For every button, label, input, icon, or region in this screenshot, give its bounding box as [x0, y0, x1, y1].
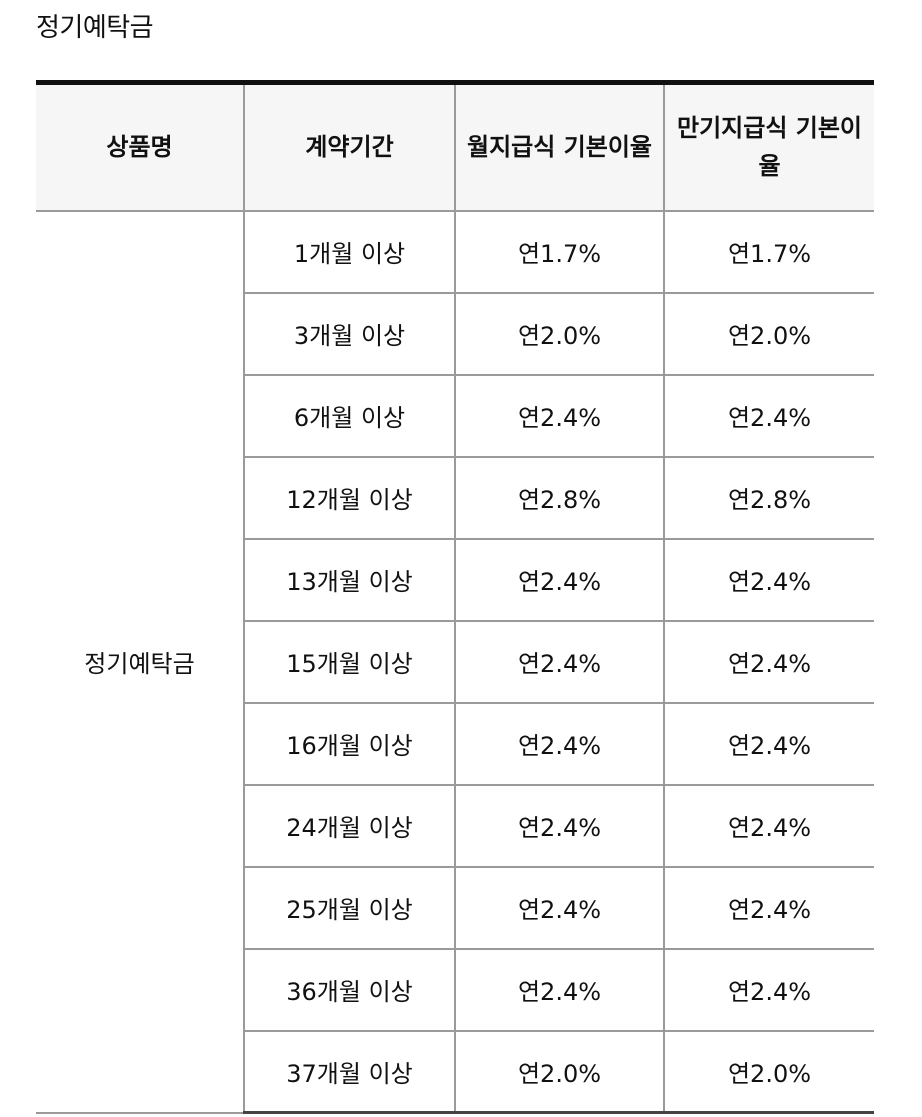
term-cell: 15개월 이상	[243, 620, 455, 704]
maturity-rate-cell: 연2.0%	[663, 292, 874, 376]
monthly-rate-cell: 연2.4%	[454, 948, 664, 1032]
header-term: 계약기간	[243, 80, 455, 212]
product-name-cell: 정기예탁금	[36, 210, 244, 1114]
maturity-rate-cell: 연2.8%	[663, 456, 874, 540]
table-row: 37개월 이상 연2.0% 연2.0%	[36, 1030, 874, 1114]
table-row: 3개월 이상 연2.0% 연2.0%	[36, 292, 874, 376]
table-row: 16개월 이상 연2.4% 연2.4%	[36, 702, 874, 786]
table-body: 정기예탁금 1개월 이상 연1.7% 연1.7% 3개월 이상 연2.0% 연2.0% 6개월…	[36, 210, 874, 1114]
monthly-rate-cell: 연2.0%	[454, 1030, 664, 1114]
term-cell: 37개월 이상	[243, 1030, 455, 1114]
table-row: 36개월 이상 연2.4% 연2.4%	[36, 948, 874, 1032]
header-monthly-rate-label: 월지급식 기본이율	[467, 133, 652, 162]
header-maturity-rate-label: 만기지급식 기본이율	[677, 114, 862, 181]
header-maturity-rate: 만기지급식 기본이율	[663, 80, 874, 212]
maturity-rate-cell: 연2.4%	[663, 702, 874, 786]
term-cell: 12개월 이상	[243, 456, 455, 540]
monthly-rate-cell: 연2.4%	[454, 374, 664, 458]
page-title: 정기예탁금	[36, 13, 154, 43]
table-row: 6개월 이상 연2.4% 연2.4%	[36, 374, 874, 458]
maturity-rate-cell: 연2.4%	[663, 538, 874, 622]
monthly-rate-cell: 연2.4%	[454, 866, 664, 950]
monthly-rate-cell: 연1.7%	[454, 210, 664, 294]
maturity-rate-cell: 연2.4%	[663, 784, 874, 868]
monthly-rate-cell: 연2.8%	[454, 456, 664, 540]
maturity-rate-cell: 연2.4%	[663, 374, 874, 458]
table-row: 15개월 이상 연2.4% 연2.4%	[36, 620, 874, 704]
term-cell: 13개월 이상	[243, 538, 455, 622]
maturity-rate-cell: 연2.4%	[663, 866, 874, 950]
monthly-rate-cell: 연2.4%	[454, 702, 664, 786]
table-row: 25개월 이상 연2.4% 연2.4%	[36, 866, 874, 950]
header-term-label: 계약기간	[305, 133, 394, 162]
term-cell: 24개월 이상	[243, 784, 455, 868]
term-cell: 25개월 이상	[243, 866, 455, 950]
term-cell: 36개월 이상	[243, 948, 455, 1032]
header-row: 상품명 계약기간 월지급식 기본이율 만기지급식 기본이율	[36, 80, 874, 212]
term-cell: 6개월 이상	[243, 374, 455, 458]
monthly-rate-cell: 연2.4%	[454, 784, 664, 868]
header-product-name: 상품명	[36, 80, 244, 212]
monthly-rate-cell: 연2.0%	[454, 292, 664, 376]
table-header: 상품명 계약기간 월지급식 기본이율 만기지급식 기본이율	[36, 80, 874, 212]
header-product-name-label: 상품명	[106, 133, 173, 162]
term-cell: 1개월 이상	[243, 210, 455, 294]
monthly-rate-cell: 연2.4%	[454, 620, 664, 704]
maturity-rate-cell: 연2.4%	[663, 948, 874, 1032]
header-monthly-rate: 월지급식 기본이율	[454, 80, 664, 212]
table-row: 24개월 이상 연2.4% 연2.4%	[36, 784, 874, 868]
monthly-rate-cell: 연2.4%	[454, 538, 664, 622]
maturity-rate-cell: 연2.0%	[663, 1030, 874, 1114]
interest-rate-table: 상품명 계약기간 월지급식 기본이율 만기지급식 기본이율 정기예탁금 1개월 이…	[36, 80, 874, 1114]
maturity-rate-cell: 연2.4%	[663, 620, 874, 704]
table-row: 13개월 이상 연2.4% 연2.4%	[36, 538, 874, 622]
maturity-rate-cell: 연1.7%	[663, 210, 874, 294]
table-row: 정기예탁금 1개월 이상 연1.7% 연1.7%	[36, 210, 874, 1114]
table-row: 12개월 이상 연2.8% 연2.8%	[36, 456, 874, 540]
term-cell: 16개월 이상	[243, 702, 455, 786]
term-cell: 3개월 이상	[243, 292, 455, 376]
